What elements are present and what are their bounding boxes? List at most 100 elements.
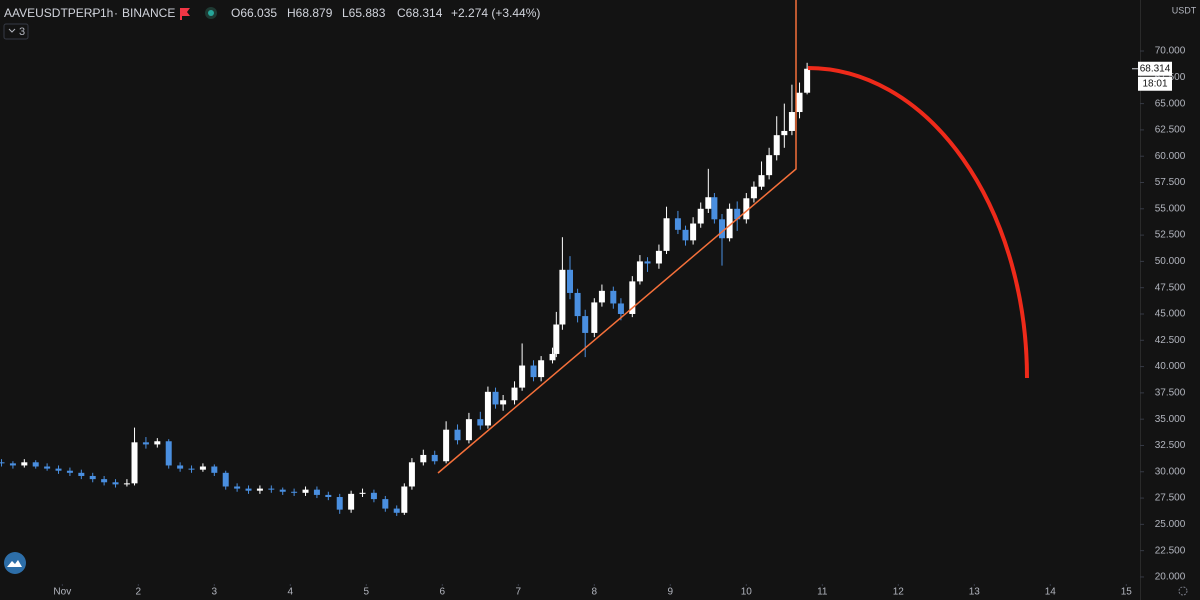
candle-body [705, 197, 712, 209]
candle-body [431, 454, 438, 462]
x-tick-label: 15 [1121, 587, 1133, 598]
low-readout: L65.883 [342, 6, 386, 20]
candle-body [359, 492, 366, 494]
candle-body [245, 488, 252, 491]
candle-body [131, 442, 138, 484]
candle-body [268, 488, 275, 490]
candle-body [401, 486, 408, 513]
y-tick-label: 30.000 [1155, 466, 1186, 477]
arc-drawing[interactable] [807, 66, 1029, 379]
countdown-box [1138, 76, 1172, 91]
logo[interactable] [4, 552, 26, 574]
y-tick-label: 25.000 [1155, 519, 1186, 530]
candle-body [454, 429, 461, 441]
y-tick-label: 27.500 [1155, 493, 1186, 504]
x-tick-label: 14 [1045, 587, 1057, 598]
candle-body [553, 324, 560, 354]
candle-body [644, 261, 651, 264]
open-readout: O66.035 [231, 6, 277, 20]
candle-body [154, 441, 161, 445]
candle-body [682, 229, 689, 241]
candle-body [766, 155, 773, 176]
close-readout: C68.314 [397, 6, 443, 20]
candle-body [655, 250, 662, 264]
candle-body [484, 391, 491, 426]
y-tick-label: 60.000 [1155, 151, 1186, 162]
candle-body [101, 479, 108, 483]
last-price-box [1138, 61, 1172, 76]
candle-body [796, 92, 803, 113]
candle-body [443, 429, 450, 462]
y-tick-label: 65.000 [1155, 98, 1186, 109]
candle-body [567, 269, 573, 293]
candle-body [538, 360, 545, 378]
candle-body [325, 494, 332, 498]
candle-body [697, 208, 704, 224]
indicator-toggle[interactable] [3, 23, 29, 40]
x-tick-label: 3 [212, 587, 218, 598]
candle-body [348, 493, 355, 510]
x-tick-label: 5 [364, 587, 370, 598]
candle-body [663, 218, 670, 251]
indicator-count: 3 [19, 26, 25, 38]
y-tick-label: 35.000 [1155, 414, 1186, 425]
logo-mark [7, 560, 22, 567]
candle-body [773, 135, 780, 156]
y-tick-label: 45.000 [1155, 309, 1186, 320]
y-tick-label: 37.500 [1155, 388, 1186, 399]
candle-body [177, 465, 184, 469]
candle-body [477, 419, 484, 426]
candle-body [559, 269, 566, 325]
candle-body [598, 290, 605, 303]
last-price-label: 68.314 [1140, 63, 1171, 74]
candle-body [788, 112, 795, 131]
candle-body [0, 462, 5, 464]
y-tick-label: 70.000 [1155, 46, 1186, 57]
candle-body [382, 499, 389, 509]
candle-body [302, 489, 309, 493]
flag-icon[interactable] [180, 8, 190, 20]
y-tick-label: 47.500 [1155, 282, 1186, 293]
candle-body [690, 223, 697, 241]
candle-body [393, 508, 400, 513]
candle-body [492, 391, 499, 405]
candle-body [9, 463, 16, 466]
candle-body [188, 468, 195, 470]
candle-body [500, 400, 507, 405]
candle-body [279, 489, 286, 492]
x-tick-label: 11 [817, 587, 828, 598]
trend-line-drawing[interactable] [437, 0, 797, 474]
candle-body [719, 219, 725, 239]
candle-body [750, 186, 757, 199]
candle-body [617, 303, 624, 314]
candle-body [66, 470, 73, 473]
candle-body [591, 302, 598, 333]
y-tick-label: 52.500 [1155, 230, 1186, 241]
x-tick-label: 9 [668, 587, 674, 598]
settings-icon[interactable] [1178, 586, 1188, 596]
candle-body [336, 497, 343, 510]
symbol[interactable]: AAVEUSDTPERP [4, 6, 100, 20]
candle-body [549, 353, 556, 361]
candle-body [726, 208, 733, 239]
candle-body [313, 489, 320, 495]
candle-body [629, 281, 636, 314]
candle-body [674, 218, 681, 230]
candle-body [511, 387, 518, 401]
high-readout: H68.879 [287, 6, 333, 20]
interval[interactable]: 1h [100, 6, 113, 20]
candle-body [256, 488, 263, 491]
candle-body [408, 462, 415, 487]
candle-body [711, 197, 718, 220]
candle-body [610, 290, 617, 304]
y-tick-label: 62.500 [1155, 125, 1186, 136]
x-tick-label: 4 [288, 587, 294, 598]
candle-body [123, 483, 130, 485]
candle-body [804, 68, 811, 93]
change-readout: +2.274 (+3.44%) [451, 6, 540, 20]
candle-body [574, 292, 581, 317]
candle-body [55, 468, 62, 471]
candle-body [743, 198, 750, 220]
